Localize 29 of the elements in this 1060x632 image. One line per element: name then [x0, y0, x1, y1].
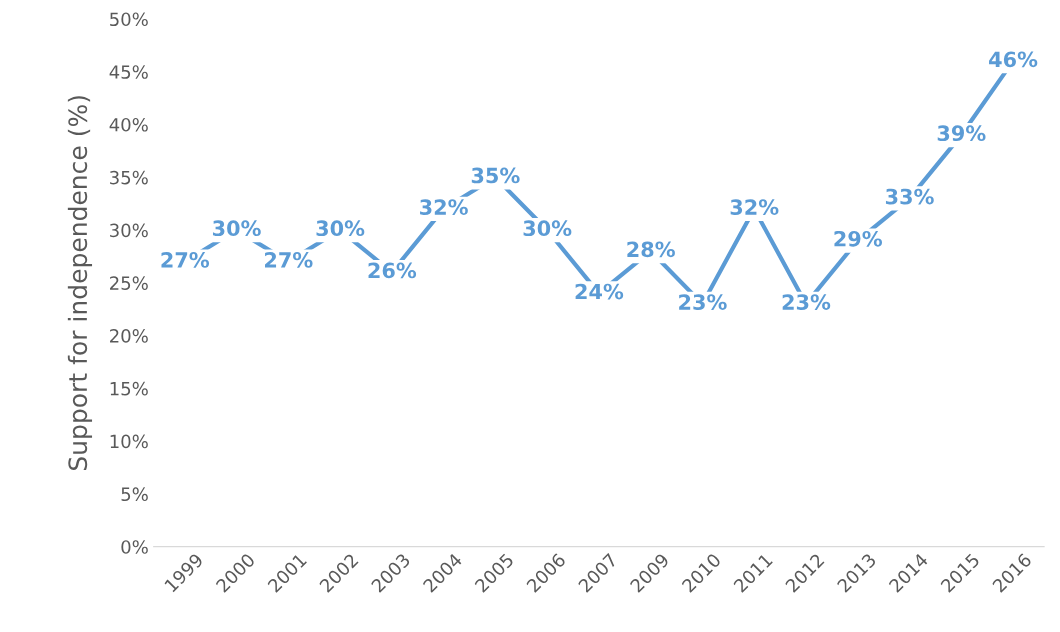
data-label: 26%: [368, 262, 417, 279]
y-tick-label: 30%: [110, 223, 148, 238]
data-label: 33%: [885, 188, 934, 205]
data-label: 27%: [161, 252, 210, 268]
y-tick-label: 35%: [110, 170, 148, 185]
data-label: 23%: [782, 294, 831, 310]
data-label: 39%: [937, 125, 986, 142]
data-label: 29%: [834, 230, 883, 247]
data-label: 30%: [212, 220, 261, 237]
data-label: 30%: [523, 220, 572, 237]
data-label: 28%: [627, 241, 675, 258]
y-tick-label: 20%: [110, 329, 148, 343]
data-label: 30%: [316, 220, 365, 237]
data-label: 23%: [679, 294, 727, 310]
y-axis-title: Support for independence (%): [67, 96, 93, 471]
data-label: 46%: [989, 51, 1038, 68]
y-tick-label: 5%: [121, 487, 148, 502]
data-label: 24%: [575, 283, 624, 300]
data-label: 27%: [265, 252, 313, 268]
y-tick-label: 40%: [109, 117, 148, 132]
data-label: 35%: [471, 167, 520, 184]
data-label: 32%: [420, 199, 468, 215]
y-tick-label: 15%: [110, 381, 148, 396]
data-label: 32%: [730, 199, 779, 215]
y-tick-label: 0%: [121, 540, 148, 554]
y-tick-label: 50%: [110, 12, 148, 27]
y-tick-label: 10%: [110, 434, 148, 449]
y-tick-label: 45%: [109, 65, 148, 79]
y-tick-label: 25%: [110, 276, 148, 290]
